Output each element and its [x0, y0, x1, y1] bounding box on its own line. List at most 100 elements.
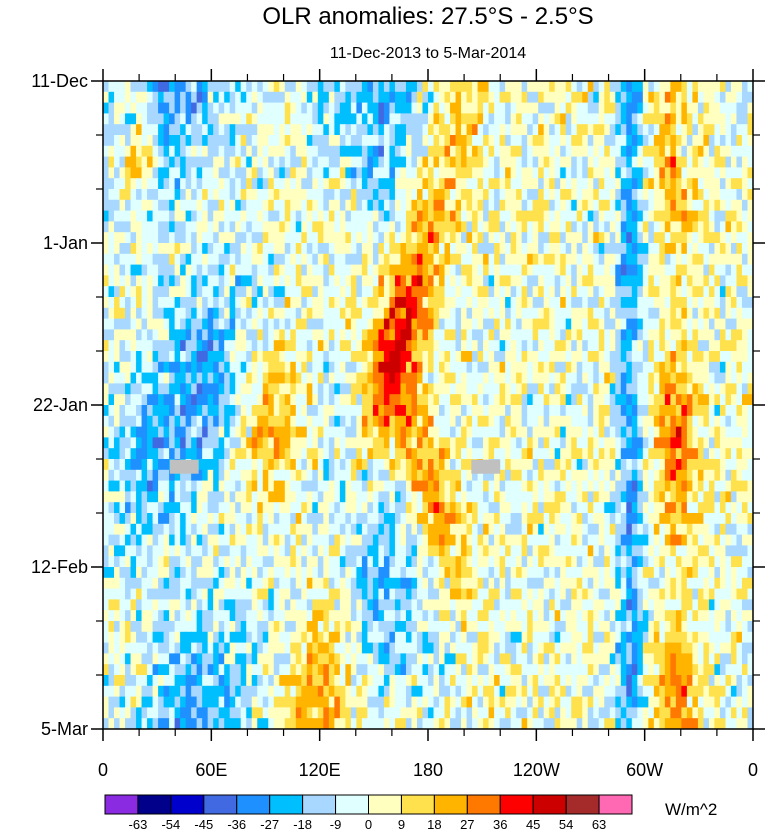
heatmap-cell [428, 189, 435, 201]
heatmap-cell [334, 459, 341, 471]
heatmap-cell [736, 199, 743, 212]
heatmap-cell [708, 243, 716, 255]
heatmap-cell [207, 135, 214, 147]
heatmap-cell [246, 523, 253, 536]
heatmap-cell [207, 469, 214, 482]
heatmap-cell [653, 145, 660, 158]
heatmap-cell [433, 394, 440, 406]
heatmap-cell [268, 459, 275, 471]
heatmap-cell [284, 437, 291, 449]
heatmap-cell [119, 232, 126, 244]
heatmap-cell [416, 394, 424, 406]
heatmap-cell [136, 307, 143, 320]
heatmap-cell [675, 297, 682, 309]
heatmap-cell [675, 232, 682, 244]
heatmap-cell [664, 113, 671, 125]
heatmap-cell [576, 448, 583, 460]
heatmap-cell [549, 361, 556, 374]
heatmap-cell [587, 318, 594, 330]
heatmap-cell [598, 383, 605, 395]
heatmap-cell [196, 340, 203, 352]
heatmap-cell [136, 426, 143, 438]
heatmap-cell [703, 480, 710, 492]
heatmap-cell [450, 124, 457, 136]
heatmap-cell [488, 135, 495, 147]
heatmap-cell [257, 135, 264, 147]
heatmap-cell [736, 502, 743, 514]
heatmap-cell [730, 145, 738, 158]
heatmap-cell [284, 178, 291, 190]
heatmap-cell [587, 426, 594, 438]
heatmap-cell [461, 81, 468, 93]
heatmap-cell [582, 372, 589, 384]
heatmap-cell [664, 448, 671, 460]
heatmap-cell [428, 329, 435, 341]
heatmap-cell [472, 351, 479, 363]
heatmap-cell [400, 318, 407, 330]
heatmap-cell [549, 275, 556, 287]
heatmap-cell [681, 502, 688, 514]
heatmap-cell [686, 156, 694, 168]
heatmap-cell [262, 102, 269, 114]
heatmap-cell [378, 102, 385, 114]
heatmap-cell [670, 232, 677, 244]
heatmap-cell [510, 307, 517, 320]
heatmap-cell [279, 502, 286, 514]
heatmap-cell [565, 491, 572, 503]
heatmap-cell [185, 124, 192, 136]
heatmap-cell [356, 340, 363, 352]
heatmap-cell [461, 469, 468, 482]
heatmap-cell [521, 81, 528, 93]
heatmap-cell [653, 102, 660, 114]
heatmap-cell [246, 264, 253, 276]
heatmap-cell [180, 340, 187, 352]
heatmap-cell [251, 232, 258, 244]
heatmap-cell [499, 124, 506, 136]
heatmap-cell [268, 340, 275, 352]
heatmap-cell [383, 243, 391, 255]
heatmap-cell [284, 480, 291, 492]
heatmap-cell [400, 167, 407, 179]
heatmap-cell [169, 329, 176, 341]
heatmap-cell [697, 135, 705, 147]
heatmap-cell [169, 189, 176, 201]
heatmap-cell [202, 253, 209, 266]
heatmap-cell [455, 415, 462, 428]
heatmap-cell [180, 253, 187, 266]
heatmap-cell [213, 534, 220, 546]
heatmap-cell [483, 361, 490, 374]
heatmap-cell [125, 189, 132, 201]
heatmap-cell [703, 145, 710, 158]
heatmap-cell [422, 372, 429, 384]
heatmap-cell [670, 286, 677, 298]
heatmap-cell [494, 178, 501, 190]
heatmap-cell [543, 437, 550, 449]
heatmap-cell [196, 351, 203, 363]
heatmap-cell [461, 253, 468, 266]
heatmap-cell [152, 156, 159, 168]
heatmap-cell [356, 459, 363, 471]
heatmap-cell [532, 502, 539, 514]
heatmap-cell [394, 448, 402, 460]
heatmap-cell [229, 102, 236, 114]
heatmap-cell [279, 135, 286, 147]
heatmap-cell [631, 480, 638, 492]
heatmap-cell [372, 178, 380, 190]
heatmap-cell [549, 145, 556, 158]
heatmap-cell [730, 91, 738, 104]
heatmap-cell [196, 318, 203, 330]
heatmap-cell [246, 297, 253, 309]
heatmap-cell [268, 383, 275, 395]
heatmap-cell [582, 394, 589, 406]
heatmap-cell [692, 189, 699, 201]
heatmap-cell [571, 91, 578, 104]
heatmap-cell [609, 437, 616, 449]
heatmap-cell [295, 502, 302, 514]
heatmap-cell [510, 351, 517, 363]
heatmap-cell [345, 307, 352, 320]
heatmap-cell [130, 243, 137, 255]
heatmap-cell [472, 124, 479, 136]
heatmap-cell [516, 340, 523, 352]
heatmap-cell [213, 329, 220, 341]
heatmap-cell [571, 491, 578, 503]
